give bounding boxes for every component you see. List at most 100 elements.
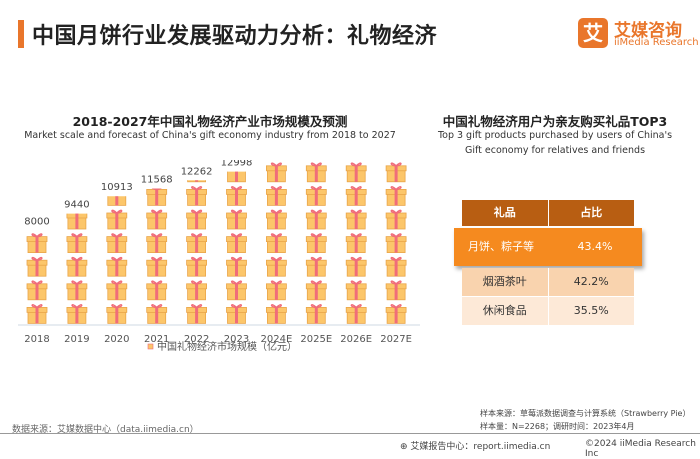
table-title: 中国礼物经济用户为亲友购买礼品TOP3 [442,114,668,129]
gift-icon [265,233,287,253]
cell-gift: 月饼、粽子等 [468,240,534,253]
bar-2026E [345,162,367,324]
gift-icon [226,233,247,253]
header-gift: 礼品 [462,200,549,226]
gift-icon [305,209,327,230]
bar-2019 [66,213,88,324]
gift-icon [186,233,208,253]
gift-icon [227,171,246,183]
value-label: 10913 [101,182,133,193]
gift-icon [385,256,407,277]
gift-icon [265,209,287,230]
logo-subtext: iiMedia Research [614,37,699,48]
chart-title: 2018-2027年中国礼物经济产业市场规模及预测 [72,114,348,129]
gift-icon [186,280,208,301]
gift-icon [265,256,287,277]
gift-icon [146,256,168,277]
cell-gift: 休闲食品 [462,297,549,325]
sample-source: 样本来源：草莓派数据调查与计算系统（Strawberry Pie） [480,409,691,418]
copyright: ©2024 iiMedia Research Inc [585,439,696,459]
gift-icon [66,256,88,277]
gift-icon [345,209,367,230]
table-row: 休闲食品 35.5% [462,297,634,325]
gift-icon [106,304,128,324]
gift-icon [305,280,327,301]
gift-icon [345,162,367,183]
gift-icon [305,162,327,183]
logo-text: 艾媒咨询 [614,21,682,41]
x-tick-label: 2020 [104,334,129,345]
gift-icon [186,209,208,230]
gift-icon [345,256,367,277]
bar-2024E [265,162,287,324]
gift-icon [66,213,88,230]
gift-icon [385,304,407,324]
table-subtitle: Top 3 gift products purchased by users o… [437,130,673,156]
sample-size: 样本量：N=2268；调研时间：2023年4月 [480,422,635,431]
gift-icon [226,256,247,277]
gift-icon [146,209,168,230]
gift-icon [226,209,247,230]
gift-icon [345,186,367,206]
legend-label: 中国礼物经济市场规模（亿元） [157,340,297,353]
x-tick-label: 2026E [340,334,372,345]
legend-swatch [147,343,154,350]
gift-icon [385,280,407,301]
gift-icon [106,256,128,277]
report-center[interactable]: ⊕ 艾媒报告中心：report.iimedia.cn [400,442,551,452]
gift-icon [146,188,168,206]
gift-icon [305,233,327,253]
table-row: 月饼、粽子等 43.4% [454,228,642,266]
cell-share: 43.4% [577,240,613,253]
x-tick-label: 2025E [300,334,332,345]
gift-icon [26,280,48,301]
x-tick-label: 2021 [144,334,169,345]
bar-2018 [26,233,48,324]
gift-icon [345,280,367,301]
gift-icon [106,233,128,253]
gift-icon [186,304,208,324]
footer-divider [0,433,700,434]
x-tick-label: 2027E [380,334,412,345]
x-tick-label: 2023 [224,334,249,345]
gift-icon [345,233,367,253]
gift-chart: 8000 2018 9440 2019 10913 2020 11568 2021 12262 2… [18,160,420,353]
bar-2023 [226,171,247,324]
x-tick-label: 2019 [64,334,89,345]
gift-icon [146,233,168,253]
gift-icon [146,280,168,301]
gift-icon [305,186,327,206]
cell-share: 35.5% [573,304,609,317]
gift-icon [107,196,127,206]
table-header: 礼品 占比 [462,200,634,226]
gift-icon [305,304,327,324]
gift-icon [26,256,48,277]
gift-icon [385,233,407,253]
gift-icon [26,233,48,253]
bar-2021 [146,188,168,324]
gift-icon [385,186,407,206]
gift-icon [66,304,88,324]
page-title: 中国月饼行业发展驱动力分析：礼物经济 [32,24,438,49]
chart-subtitle: Market scale and forecast of China's gif… [24,130,396,141]
table-row: 烟酒茶叶 42.2% [462,268,634,296]
x-tick-label: 2022 [184,334,209,345]
title-accent-bar [18,20,24,48]
cell-share: 42.2% [573,275,609,288]
gift-icon [345,304,367,324]
x-tick-label: 2018 [24,334,49,345]
gift-icon [66,280,88,301]
top3-table: 礼品 占比 月饼、粽子等 43.4% 烟酒茶叶 42.2% 休闲食品 35.5% [454,200,642,330]
header-share: 占比 [580,206,603,219]
gift-icon [186,256,208,277]
gift-icon [106,209,128,230]
gift-icon [265,304,287,324]
gift-icon [265,162,287,183]
x-tick-label: 2024E [261,334,293,345]
gift-icon [226,280,247,301]
gift-icon [187,180,207,183]
gift-icon [265,280,287,301]
value-label: 9440 [64,200,89,211]
gift-icon [146,304,168,324]
data-source: 数据来源：艾媒数据中心（data.iimedia.cn） [12,425,199,435]
